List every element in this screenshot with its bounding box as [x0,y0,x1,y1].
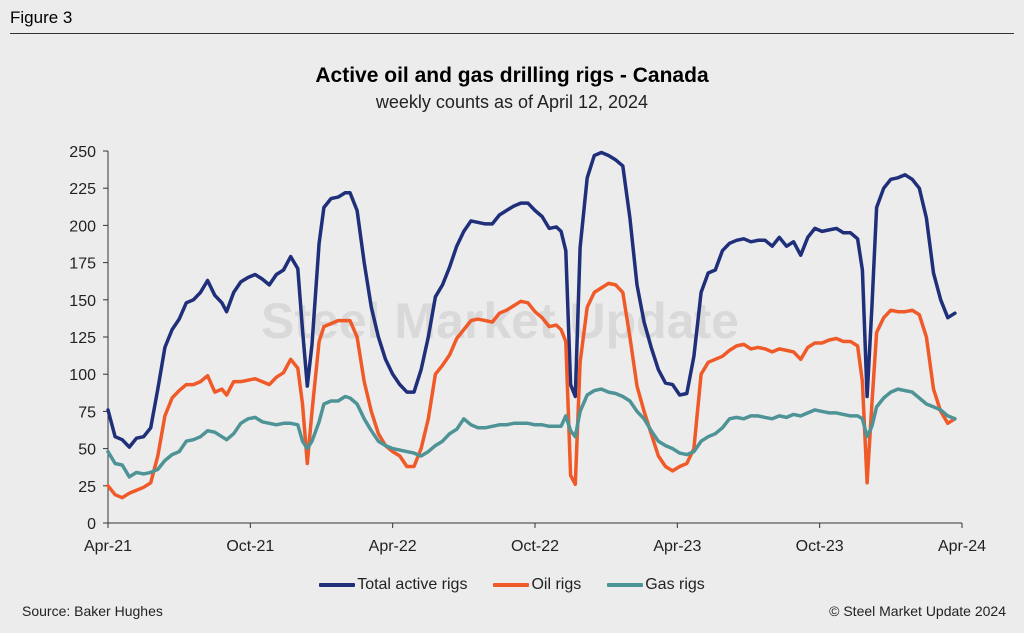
y-tick-label: 150 [69,293,96,310]
x-tick-label: Apr-24 [938,538,986,555]
chart-title: Active oil and gas drilling rigs - Canad… [315,64,709,87]
y-tick-label: 50 [78,442,96,459]
figure-label: Figure 3 [10,8,73,27]
legend-item-gas: Gas rigs [607,576,705,594]
x-tick-label: Apr-23 [653,538,701,555]
x-tick-label: Oct-23 [796,538,844,555]
x-tick-label: Oct-22 [511,538,559,555]
y-tick-label: 250 [69,144,96,161]
series-line-total [106,150,957,449]
legend-label-gas: Gas rigs [645,576,705,593]
x-tick-label: Oct-21 [226,538,274,555]
chart-legend: Total active rigs Oil rigs Gas rigs [0,576,1024,594]
y-tick-label: 125 [69,330,96,347]
x-tick-label: Apr-22 [369,538,417,555]
y-tick-label: 0 [87,516,96,533]
legend-swatch-total [319,583,356,587]
legend-label-oil: Oil rigs [531,576,582,593]
legend-label-total: Total active rigs [357,576,468,593]
y-tick-label: 225 [69,181,96,198]
y-tick-label: 100 [69,367,96,384]
source-note: Source: Baker Hughes [22,603,163,619]
legend-item-oil: Oil rigs [493,576,581,594]
y-tick-label: 75 [78,404,96,421]
top-divider [10,33,1014,34]
legend-swatch-oil [493,583,530,587]
y-tick-label: 175 [69,256,96,273]
series-line-gas [106,387,957,479]
series-line-oil [106,281,957,500]
x-tick-label: Apr-21 [84,538,132,555]
credit-note: © Steel Market Update 2024 [829,603,1006,619]
legend-item-total: Total active rigs [319,576,467,594]
y-tick-label: 25 [78,479,96,496]
legend-swatch-gas [607,583,644,587]
chart-subtitle: weekly counts as of April 12, 2024 [375,92,649,112]
y-tick-label: 200 [69,218,96,235]
